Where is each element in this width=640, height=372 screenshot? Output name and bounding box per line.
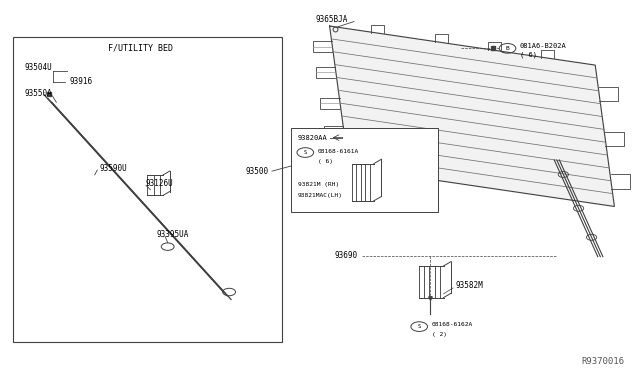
Polygon shape xyxy=(330,26,614,206)
Text: B: B xyxy=(506,46,509,51)
Text: 93395UA: 93395UA xyxy=(157,230,189,239)
Text: 08168-6162A: 08168-6162A xyxy=(432,322,473,327)
Text: S: S xyxy=(303,150,307,155)
FancyBboxPatch shape xyxy=(13,37,282,342)
Text: 93821MAC(LH): 93821MAC(LH) xyxy=(298,193,342,198)
Text: S: S xyxy=(417,324,421,329)
Text: 93820AA: 93820AA xyxy=(298,135,327,141)
Text: 08168-6161A: 08168-6161A xyxy=(318,149,359,154)
Text: ( 6): ( 6) xyxy=(318,159,333,164)
Text: R9370016: R9370016 xyxy=(581,357,624,366)
Text: 93126U: 93126U xyxy=(146,179,173,187)
Text: 93500: 93500 xyxy=(246,167,269,176)
Text: 93821M (RH): 93821M (RH) xyxy=(298,182,339,187)
Text: ( 2): ( 2) xyxy=(432,332,447,337)
Text: F/UTILITY BED: F/UTILITY BED xyxy=(108,44,173,53)
Text: 93690: 93690 xyxy=(334,251,357,260)
Text: 93916: 93916 xyxy=(69,77,92,86)
Text: ( 6): ( 6) xyxy=(520,52,537,58)
Text: 93590U: 93590U xyxy=(99,164,127,173)
Text: 93504U: 93504U xyxy=(24,63,52,72)
Text: 081A6-B202A: 081A6-B202A xyxy=(520,44,566,49)
Text: 93582M: 93582M xyxy=(456,281,483,290)
Text: 9365BJA: 9365BJA xyxy=(316,15,348,24)
FancyBboxPatch shape xyxy=(291,128,438,212)
Text: 93550A: 93550A xyxy=(24,89,52,98)
